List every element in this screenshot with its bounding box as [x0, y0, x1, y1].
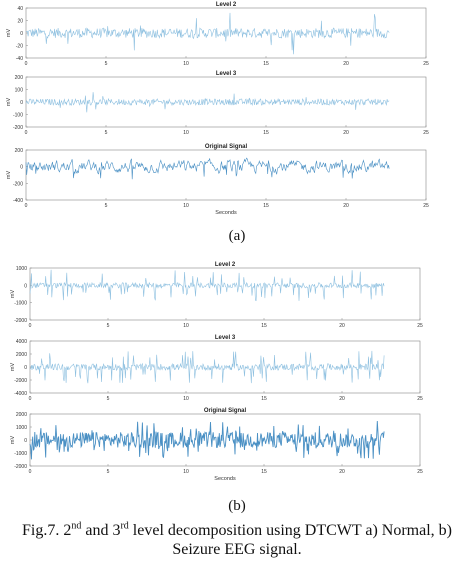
- xtick-label-b-p3-4: 20: [339, 469, 345, 475]
- xtick-label-b-p2-3: 15: [261, 396, 267, 402]
- xtick-label-b-p2-0: 0: [29, 396, 32, 402]
- caption-sup-rd: rd: [120, 520, 129, 532]
- panel-title-a-p2: Level 3: [216, 71, 237, 77]
- xtick-label-b-p2-1: 5: [107, 396, 110, 402]
- ylabel-a-p2: mV: [6, 98, 12, 107]
- ytick-label-a-p1-3: -20: [16, 44, 23, 50]
- xtick-label-b-p1-1: 5: [107, 323, 110, 329]
- xtick-label-a-p1-5: 25: [423, 61, 429, 67]
- label-b: (b): [228, 498, 246, 514]
- xtick-label-b-p3-5: 25: [417, 469, 423, 475]
- xtick-label-a-p2-5: 25: [423, 130, 429, 136]
- figure-caption: Fig.7. 2nd and 3rd level decomposition u…: [10, 521, 464, 559]
- xtick-label-b-p3-0: 0: [29, 469, 32, 475]
- xlabel-b-p3: Seconds: [214, 476, 236, 482]
- signal-line-a-p2: [25, 92, 390, 113]
- ytick-label-a-p3-1: 0: [20, 165, 23, 171]
- ytick-label-b-p2-0: 4000: [16, 339, 27, 345]
- caption-sup-nd: nd: [71, 520, 82, 532]
- xtick-label-a-p2-2: 10: [183, 130, 189, 136]
- ytick-label-b-p3-1: 1000: [16, 425, 27, 431]
- ytick-label-a-p1-0: 40: [17, 6, 23, 12]
- panel-title-a-p3: Original Signal: [205, 144, 248, 150]
- ytick-label-b-p3-4: -2000: [14, 464, 27, 470]
- caption-line-2: Seizure EEG signal.: [172, 541, 302, 558]
- signal-line-a-p3: [25, 157, 390, 180]
- xtick-label-a-p3-2: 10: [183, 203, 189, 209]
- xtick-label-b-p1-2: 10: [183, 323, 189, 329]
- ylabel-b-p1: mV: [10, 290, 16, 299]
- xtick-label-a-p1-0: 0: [25, 61, 28, 67]
- xtick-label-b-p1-0: 0: [29, 323, 32, 329]
- xtick-label-a-p1-1: 5: [105, 61, 108, 67]
- ylabel-a-p3: mV: [6, 171, 12, 180]
- xtick-label-b-p3-2: 10: [183, 469, 189, 475]
- ytick-label-a-p3-2: -200: [13, 181, 23, 187]
- ytick-label-b-p2-2: 0: [24, 365, 27, 371]
- signal-line-b-p1: [29, 269, 385, 302]
- xtick-label-b-p2-5: 25: [417, 396, 423, 402]
- ytick-label-b-p1-1: 0: [24, 283, 27, 289]
- ytick-label-a-p2-1: 100: [15, 88, 24, 94]
- xtick-label-b-p1-5: 25: [417, 323, 423, 329]
- ytick-label-a-p1-2: 0: [20, 31, 23, 37]
- panel-title-a-p1: Level 2: [216, 2, 237, 8]
- signal-line-a-p1: [25, 12, 390, 55]
- ylabel-a-p1: mV: [6, 29, 12, 38]
- xtick-label-a-p3-1: 5: [105, 203, 108, 209]
- panel-title-b-p3: Original Signal: [204, 408, 247, 414]
- ytick-label-b-p3-3: -1000: [14, 451, 27, 457]
- xtick-label-a-p3-0: 0: [25, 203, 28, 209]
- caption-suffix: level decomposition using DTCWT a) Norma…: [128, 522, 452, 539]
- panel-title-b-p1: Level 2: [215, 262, 236, 268]
- xtick-label-b-p1-3: 15: [261, 323, 267, 329]
- xtick-label-b-p2-2: 10: [183, 396, 189, 402]
- ylabel-b-p2: mV: [10, 363, 16, 372]
- caption-mid: and 3: [81, 522, 121, 539]
- xtick-label-a-p3-4: 20: [343, 203, 349, 209]
- ytick-label-a-p2-0: 200: [15, 75, 24, 81]
- ytick-label-a-p1-4: -40: [16, 56, 23, 62]
- xtick-label-a-p1-2: 10: [183, 61, 189, 67]
- signal-line-b-p2: [29, 350, 385, 384]
- xtick-label-a-p1-4: 20: [343, 61, 349, 67]
- ytick-label-a-p2-2: 0: [20, 100, 23, 106]
- ytick-label-a-p1-1: 20: [17, 19, 23, 25]
- panel-title-b-p2: Level 3: [215, 335, 236, 341]
- xlabel-a-p3: Seconds: [215, 210, 237, 216]
- ylabel-b-p3: mV: [10, 436, 16, 445]
- xtick-label-a-p2-1: 5: [105, 130, 108, 136]
- xtick-label-a-p1-3: 15: [263, 61, 269, 67]
- ytick-label-a-p2-3: -100: [13, 113, 23, 119]
- xtick-label-a-p2-3: 15: [263, 130, 269, 136]
- panel-frame-b-p1: [29, 267, 421, 321]
- ytick-label-b-p2-3: -2000: [14, 378, 27, 384]
- ytick-label-b-p1-0: 1000: [16, 266, 27, 272]
- ytick-label-a-p3-0: 200: [15, 148, 24, 154]
- signal-line-b-p3: [29, 420, 385, 460]
- ytick-label-b-p3-2: 0: [24, 438, 27, 444]
- panel-frame-a-p1: [25, 7, 427, 59]
- xtick-label-b-p2-4: 20: [339, 396, 345, 402]
- ytick-label-b-p2-4: -4000: [14, 391, 27, 397]
- ytick-label-b-p2-1: 2000: [16, 352, 27, 358]
- xtick-label-a-p2-0: 0: [25, 130, 28, 136]
- label-a: (a): [228, 228, 246, 244]
- ytick-label-b-p3-0: 2000: [16, 412, 27, 418]
- ytick-label-a-p3-3: -400: [13, 198, 23, 204]
- panel-frame-a-p3: [25, 149, 427, 201]
- xtick-label-a-p3-3: 15: [263, 203, 269, 209]
- xtick-label-b-p1-4: 20: [339, 323, 345, 329]
- ytick-label-b-p1-2: -1000: [14, 301, 27, 307]
- xtick-label-a-p2-4: 20: [343, 130, 349, 136]
- xtick-label-b-p3-3: 15: [261, 469, 267, 475]
- xtick-label-b-p3-1: 5: [107, 469, 110, 475]
- xtick-label-a-p3-5: 25: [423, 203, 429, 209]
- caption-prefix: Fig.7. 2: [22, 522, 72, 539]
- ytick-label-b-p1-3: -2000: [14, 318, 27, 324]
- ytick-label-a-p2-4: -200: [13, 125, 23, 131]
